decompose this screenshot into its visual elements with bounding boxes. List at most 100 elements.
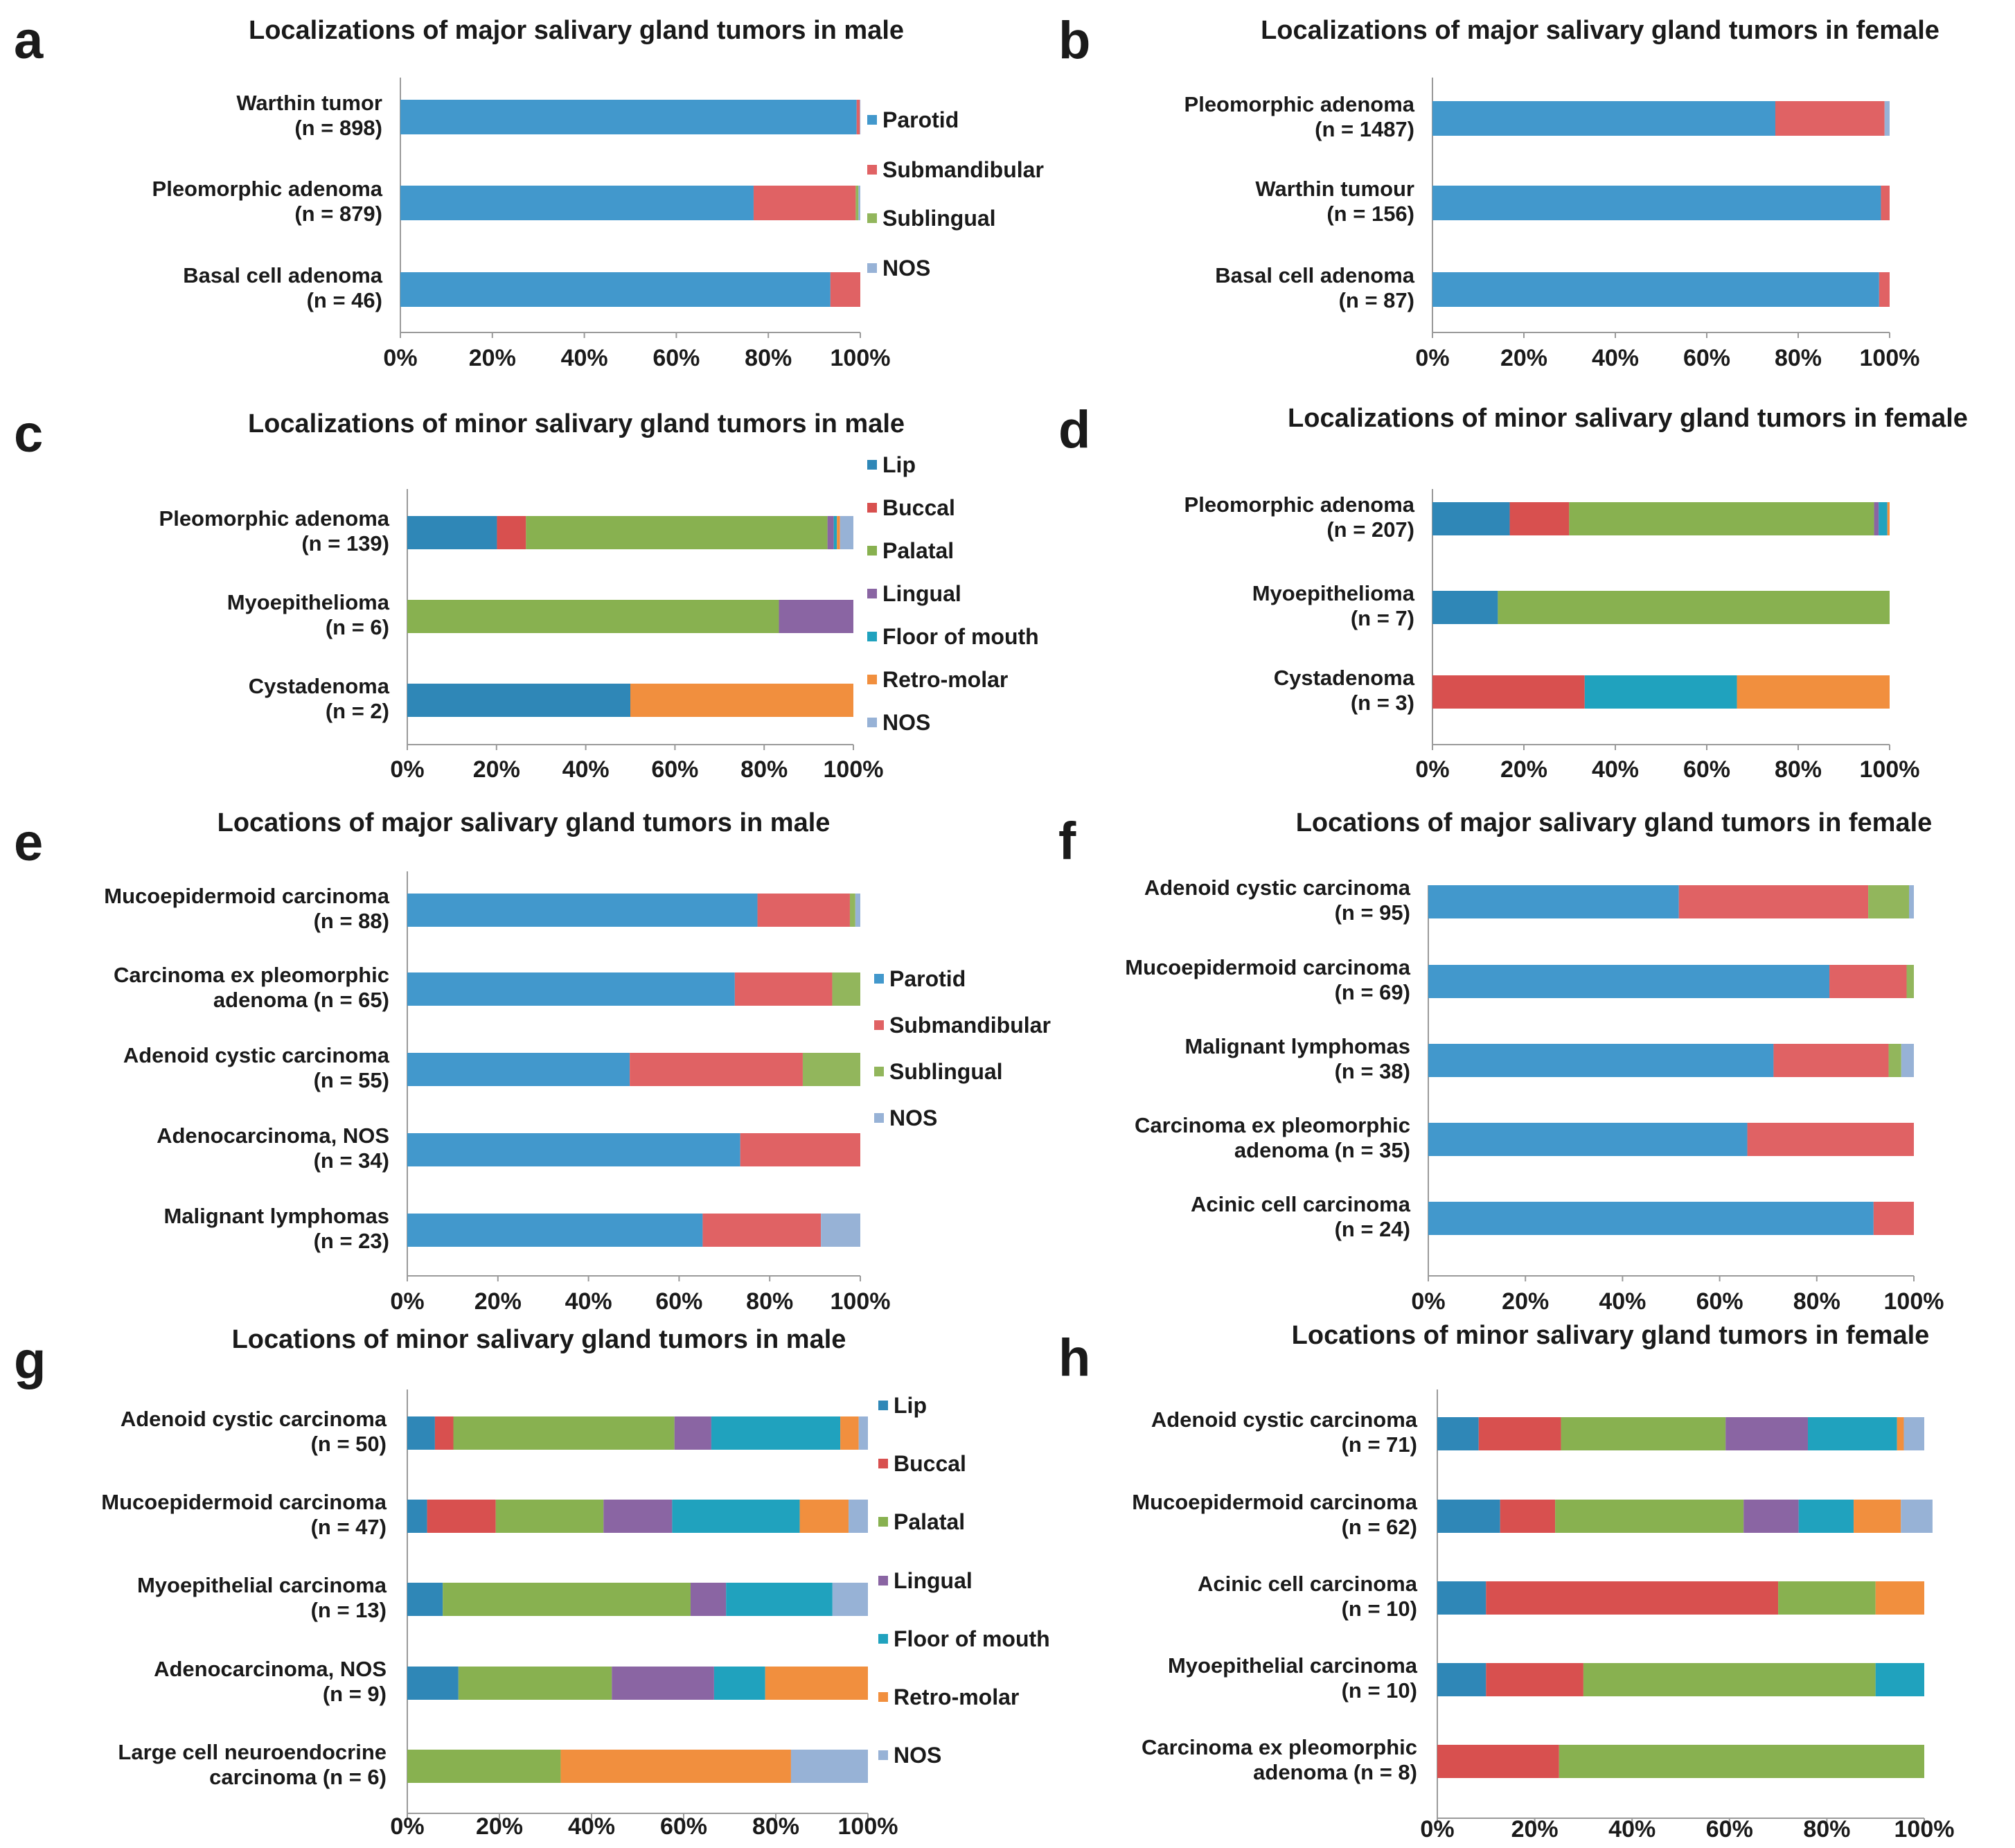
legend-label: Retro-molar [894, 1685, 1019, 1709]
x-tick-label: 0% [390, 1288, 424, 1315]
legend-swatch [878, 1750, 888, 1760]
panel-letter: g [14, 1331, 46, 1390]
bar-segment-floor-of-mouth [833, 516, 837, 549]
chart-title: Localizations of major salivary gland tu… [249, 16, 904, 45]
bar-segment-buccal [427, 1500, 496, 1533]
category-label: Myoepithelial carcinoma (n = 10) [1168, 1653, 1418, 1703]
panel-a: a Localizations of major salivary gland t… [14, 11, 1044, 371]
panel-h: h Locations of minor salivary gland tumor… [1058, 1321, 1954, 1842]
panel-e: e Locations of major salivary gland tumor… [14, 808, 1051, 1315]
category-label: Basal cell adenoma (n = 46) [183, 263, 383, 312]
x-tick-label: 40% [561, 345, 608, 371]
bar-segment-lingual [612, 1667, 714, 1700]
bar-segment-submandibular [1881, 186, 1890, 220]
bar-segment-retro-molar [1897, 1417, 1904, 1450]
bar-segment-nos [858, 1416, 868, 1450]
bar-segment-floor-of-mouth [1584, 675, 1737, 709]
x-tick-label: 60% [1683, 756, 1730, 783]
legend-swatch [867, 589, 877, 598]
panel-b: b Localizations of major salivary gland t… [1058, 11, 1939, 371]
bar-segment-floor-of-mouth [726, 1583, 833, 1616]
bar-segment-palatal [1561, 1417, 1726, 1450]
bar-segment-floor-of-mouth [1879, 502, 1888, 535]
bar-segment-palatal [495, 1500, 604, 1533]
bar-segment-floor-of-mouth [1807, 1417, 1897, 1450]
bar-segment-lingual [1725, 1417, 1808, 1450]
bar-segment-parotid [407, 894, 758, 927]
legend-label: Sublingual [882, 206, 996, 231]
legend-swatch [867, 213, 877, 223]
bar-segment-submandibular [1678, 885, 1869, 918]
x-tick-label: 60% [1706, 1816, 1753, 1842]
bar-segment-palatal [1498, 591, 1890, 624]
panel-letter: a [14, 11, 44, 70]
bar-segment-lip [407, 684, 630, 717]
bar-segment-lingual [674, 1416, 711, 1450]
category-label: Mucoepidermoid carcinoma (n = 47) [101, 1490, 387, 1539]
legend-swatch [878, 1692, 888, 1702]
chart-title: Locations of major salivary gland tumors… [218, 808, 831, 837]
bar-segment-lip [1432, 591, 1498, 624]
bar-segment-submandibular [1747, 1123, 1914, 1156]
x-tick-label: 80% [1775, 756, 1822, 783]
bar-segment-sublingual [1906, 965, 1914, 998]
x-tick-label: 100% [1894, 1816, 1955, 1842]
x-tick-label: 100% [838, 1813, 898, 1840]
bar-segment-parotid [407, 1053, 630, 1086]
legend-label: Sublingual [889, 1059, 1003, 1084]
panel-g: g Locations of minor salivary gland tumor… [14, 1325, 1050, 1840]
legend-swatch [867, 675, 877, 684]
category-label: Large cell neuroendocrine carcinoma (n = … [118, 1740, 387, 1789]
x-tick-label: 40% [1608, 1816, 1656, 1842]
bar-segment-nos [832, 1583, 868, 1616]
x-tick-label: 0% [1415, 756, 1449, 783]
bar-segment-parotid [1428, 1044, 1774, 1077]
bar-segment-buccal [1500, 1500, 1556, 1533]
category-label: Adenoid cystic carcinoma (n = 50) [121, 1407, 387, 1456]
legend-label: Submandibular [889, 1013, 1051, 1038]
bar-segment-sublingual [1868, 885, 1909, 918]
bar-segment-floor-of-mouth [711, 1416, 841, 1450]
bar-segment-submandibular [702, 1214, 822, 1247]
bar-segment-submandibular [1829, 965, 1907, 998]
x-tick-label: 20% [476, 1813, 523, 1840]
x-tick-label: 100% [1860, 345, 1920, 371]
bar-segment-retro-molar [1887, 502, 1890, 535]
x-tick-label: 100% [831, 345, 891, 371]
bar-segment-lip [407, 1667, 459, 1700]
bar-segment-lip [407, 1583, 443, 1616]
chart-title: Localizations of minor salivary gland tu… [1288, 404, 1968, 433]
bar-segment-retro-molar [799, 1500, 849, 1533]
x-tick-label: 100% [824, 756, 884, 783]
category-label: Myoepithelial carcinoma (n = 13) [137, 1573, 387, 1622]
legend-label: Lingual [882, 581, 961, 606]
legend-label: NOS [882, 256, 930, 281]
x-tick-label: 80% [745, 345, 792, 371]
x-tick-label: 60% [1696, 1288, 1743, 1315]
panel-letter: c [14, 405, 43, 463]
bar-segment-parotid [1428, 1202, 1874, 1235]
bar-segment-floor-of-mouth [672, 1500, 800, 1533]
bar-segment-lip [1437, 1581, 1486, 1615]
x-tick-label: 80% [740, 756, 788, 783]
bar-segment-lingual [690, 1583, 727, 1616]
bar-segment-buccal [1486, 1663, 1583, 1696]
bar-segment-palatal [1555, 1500, 1744, 1533]
bar-segment-palatal [526, 516, 828, 549]
legend-swatch [867, 503, 877, 513]
bar-segment-parotid [1432, 272, 1879, 307]
category-label: Mucoepidermoid carcinoma (n = 69) [1125, 955, 1410, 1004]
bar-segment-nos [1908, 885, 1914, 918]
x-tick-label: 80% [1803, 1816, 1850, 1842]
legend-swatch [878, 1576, 888, 1585]
category-label: Pleomorphic adenoma (n = 879) [152, 177, 383, 226]
bar-segment-submandibular [753, 186, 856, 220]
bar-segment-sublingual [855, 186, 859, 220]
bar-segment-parotid [1428, 965, 1830, 998]
bar-segment-submandibular [1775, 101, 1885, 136]
category-label: Acinic cell carcinoma (n = 10) [1198, 1572, 1418, 1621]
panel-f: f Locations of major salivary gland tumor… [1058, 808, 1944, 1315]
legend-label: Parotid [889, 966, 966, 991]
bar-segment-retro-molar [840, 1416, 859, 1450]
